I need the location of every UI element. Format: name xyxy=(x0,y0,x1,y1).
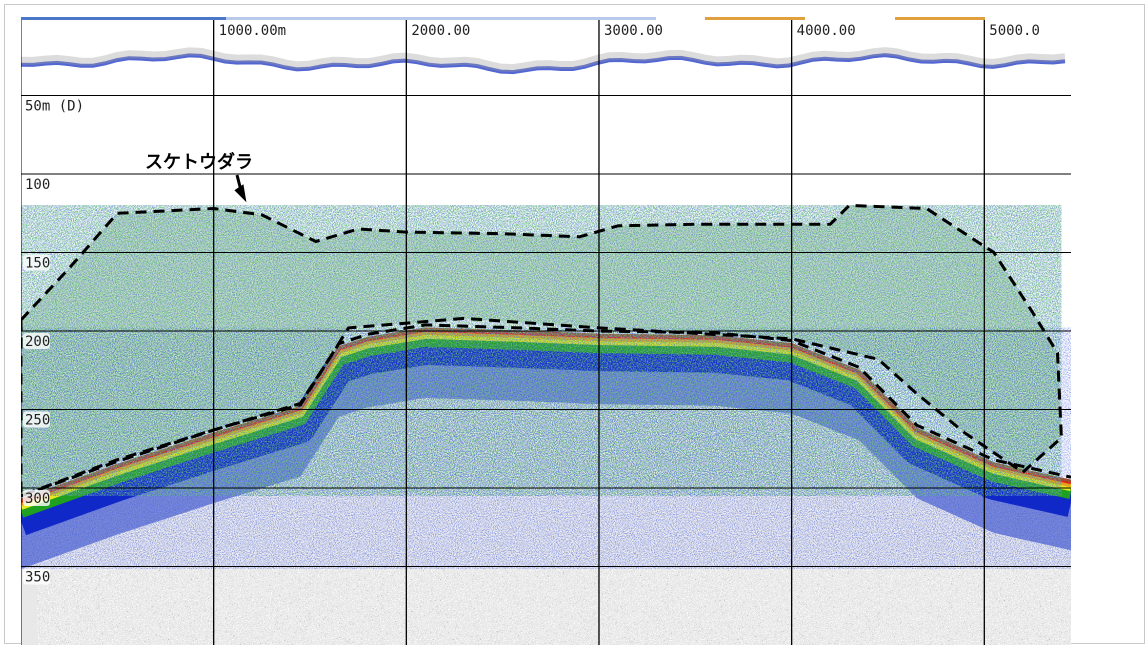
surface-noise-grey xyxy=(21,47,1066,73)
seabed-band-0 xyxy=(21,334,1071,536)
x-tick-bg-1 xyxy=(409,21,473,38)
y-tick-bg-3 xyxy=(23,333,50,349)
fish-school-green-speckle xyxy=(21,205,1062,496)
boundary-lines xyxy=(21,203,1071,498)
x-tick-label-1: 2000.00 xyxy=(411,23,470,39)
x-tick-bg-3 xyxy=(794,21,858,38)
x-tick-label-0: 1000.00m xyxy=(219,23,286,39)
annotations: スケトウダラ xyxy=(145,151,253,203)
grid-lines xyxy=(21,17,1071,645)
surface-noise-band xyxy=(21,47,1066,75)
x-tick-bg-2 xyxy=(601,21,665,38)
echogram-frame: 1000.00m 2000.00 3000.00 4000.00 5000.0 50m … xyxy=(4,4,1145,645)
surface-noise-line xyxy=(21,53,1066,75)
seabed-dashed-line xyxy=(21,323,1071,498)
y-tick-label-6: 350 xyxy=(25,570,50,586)
y-tick-bg-5 xyxy=(23,490,50,506)
x-tick-bg-0 xyxy=(216,21,289,38)
y-tick-label-0: 50m (D) xyxy=(25,99,84,115)
x-tick-label-4: 5000.0 xyxy=(989,23,1040,39)
x-tick-label-3: 4000.00 xyxy=(797,23,856,39)
y-tick-bg-4 xyxy=(23,411,50,428)
annotation-label-0: スケトウダラ xyxy=(145,151,253,173)
x-tick-label-2: 3000.00 xyxy=(604,23,663,39)
y-tick-bg-6 xyxy=(23,568,50,585)
top-stripe xyxy=(21,17,985,20)
y-tick-labels: 50m (D) 100 150 200 250 300 350 xyxy=(23,97,86,586)
y-tick-label-1: 100 xyxy=(25,177,50,193)
echogram-chart: 1000.00m 2000.00 3000.00 4000.00 5000.0 50m … xyxy=(21,17,1071,645)
x-tick-bg-4 xyxy=(987,21,1042,38)
y-tick-label-2: 150 xyxy=(25,256,50,272)
y-tick-label-4: 250 xyxy=(25,413,50,429)
fish-school-echo xyxy=(21,205,1062,496)
fish-school-boundary-line xyxy=(21,203,1063,498)
annotation-arrow-head-0 xyxy=(234,184,247,203)
y-tick-bg-2 xyxy=(23,254,50,271)
y-tick-label-5: 300 xyxy=(25,491,50,507)
y-tick-bg-0 xyxy=(23,97,86,114)
y-tick-bg-1 xyxy=(23,176,50,192)
annotation-arrow-shaft-0 xyxy=(235,174,242,189)
y-tick-label-3: 200 xyxy=(25,334,50,350)
x-tick-labels: 1000.00m 2000.00 3000.00 4000.00 5000.0 xyxy=(216,21,1042,39)
